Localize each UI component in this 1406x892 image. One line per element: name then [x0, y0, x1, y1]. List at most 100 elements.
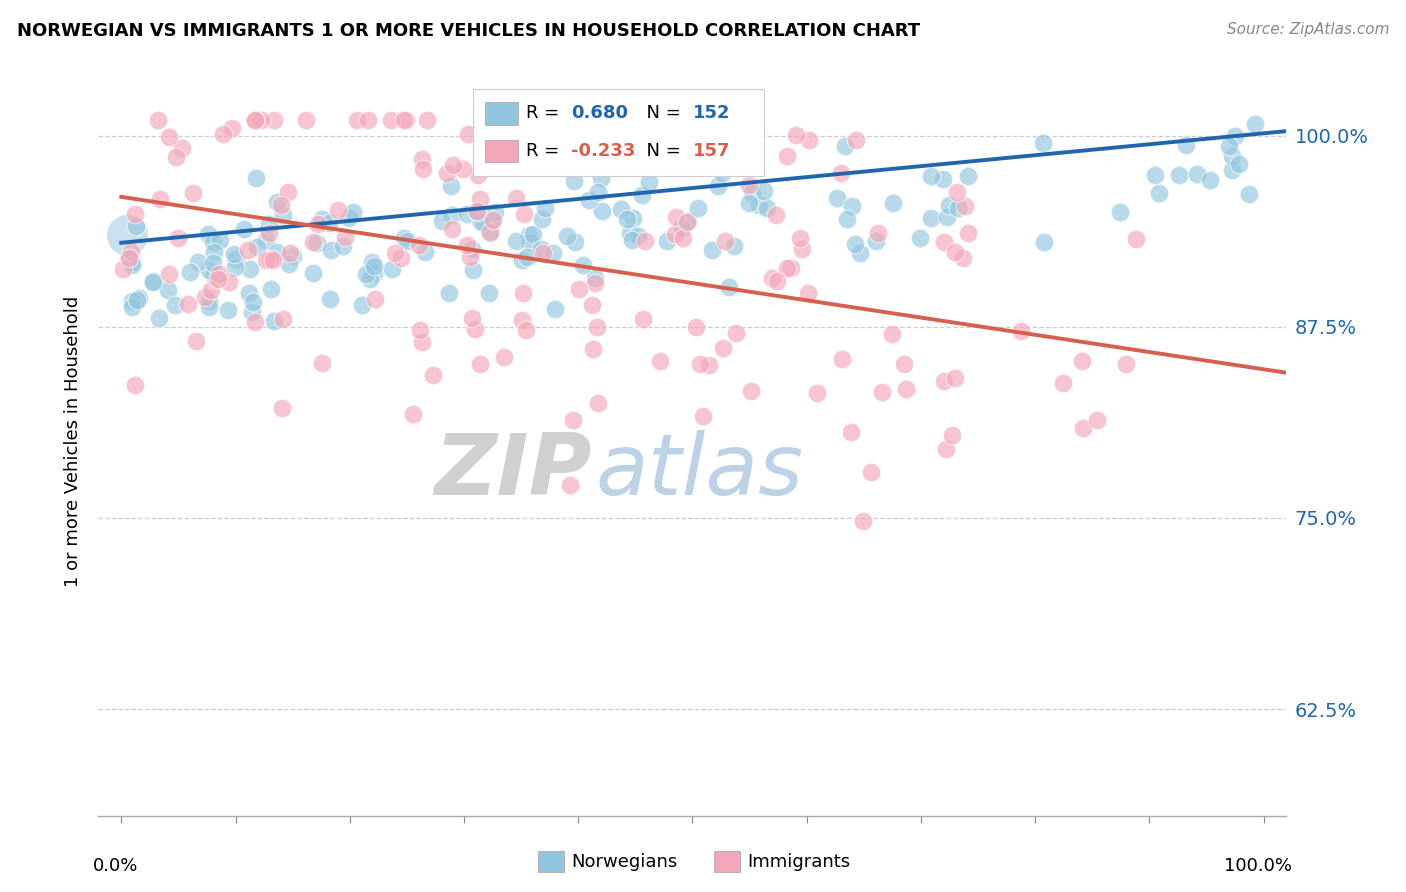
Point	[748, 197, 770, 211]
Point	[281, 249, 304, 263]
Text: NORWEGIAN VS IMMIGRANTS 1 OR MORE VEHICLES IN HOUSEHOLD CORRELATION CHART: NORWEGIAN VS IMMIGRANTS 1 OR MORE VEHICL…	[17, 22, 920, 40]
Point	[266, 245, 288, 260]
Point	[935, 442, 957, 456]
FancyBboxPatch shape	[472, 89, 763, 176]
Point	[208, 268, 231, 282]
Point	[619, 113, 641, 128]
Point	[831, 352, 853, 367]
Point	[201, 256, 224, 270]
Text: Immigrants: Immigrants	[747, 853, 851, 871]
Point	[356, 267, 378, 281]
Point	[547, 123, 569, 137]
Point	[301, 235, 323, 249]
Point	[765, 208, 787, 222]
Point	[894, 382, 917, 396]
Point	[516, 251, 538, 265]
Point	[578, 194, 600, 208]
Point	[202, 235, 225, 250]
Point	[360, 255, 382, 269]
Point	[585, 319, 607, 334]
Point	[765, 274, 787, 288]
Point	[1052, 376, 1074, 390]
Point	[494, 351, 516, 365]
Point	[844, 237, 866, 252]
Point	[780, 261, 803, 276]
Point	[254, 234, 277, 248]
Point	[128, 291, 150, 305]
Point	[830, 166, 852, 180]
Point	[212, 127, 235, 141]
Point	[616, 153, 638, 168]
Point	[957, 226, 980, 240]
Point	[1071, 354, 1094, 368]
Point	[121, 300, 143, 314]
Point	[254, 252, 277, 267]
Point	[159, 130, 181, 145]
Point	[686, 201, 709, 215]
Point	[453, 161, 475, 176]
Point	[202, 268, 225, 282]
Point	[761, 270, 783, 285]
Point	[849, 246, 872, 260]
Point	[1085, 412, 1108, 426]
Point	[631, 188, 654, 202]
Point	[484, 205, 506, 219]
Point	[586, 185, 609, 199]
Point	[460, 250, 482, 264]
Point	[789, 231, 811, 245]
Point	[636, 126, 658, 140]
Point	[412, 162, 434, 177]
Point	[839, 425, 862, 439]
Point	[456, 207, 478, 221]
Point	[714, 235, 737, 249]
Point	[478, 227, 501, 241]
Point	[176, 297, 198, 311]
Point	[257, 217, 280, 231]
Point	[389, 251, 412, 265]
Point	[478, 285, 501, 300]
Point	[790, 242, 813, 256]
Point	[263, 113, 285, 128]
Point	[1220, 163, 1243, 178]
Point	[416, 113, 439, 128]
Point	[246, 239, 269, 253]
Point	[880, 326, 903, 341]
Point	[845, 133, 868, 147]
Point	[859, 465, 882, 479]
Point	[411, 335, 433, 350]
Point	[392, 230, 415, 244]
Point	[457, 127, 479, 141]
Point	[685, 320, 707, 334]
Point	[1143, 169, 1166, 183]
Point	[505, 191, 527, 205]
Point	[481, 213, 503, 227]
Point	[260, 282, 283, 296]
Point	[531, 246, 554, 260]
Point	[616, 211, 638, 226]
Point	[591, 204, 613, 219]
Point	[522, 227, 544, 241]
Point	[332, 239, 354, 253]
Point	[202, 244, 225, 259]
Point	[935, 211, 957, 225]
Point	[437, 285, 460, 300]
Point	[470, 215, 492, 229]
Point	[257, 227, 280, 241]
Point	[262, 252, 284, 267]
Point	[1220, 148, 1243, 162]
Point	[676, 215, 699, 229]
Point	[638, 175, 661, 189]
Text: 157: 157	[692, 142, 730, 160]
Point	[364, 292, 387, 306]
Point	[124, 207, 146, 221]
Point	[117, 251, 139, 265]
Point	[165, 150, 187, 164]
Point	[756, 201, 779, 215]
Text: Norwegians: Norwegians	[571, 853, 678, 871]
Point	[631, 312, 654, 326]
Point	[250, 113, 273, 128]
Text: R =: R =	[526, 142, 565, 160]
Point	[440, 178, 463, 193]
Point	[209, 233, 232, 247]
Point	[222, 246, 245, 260]
